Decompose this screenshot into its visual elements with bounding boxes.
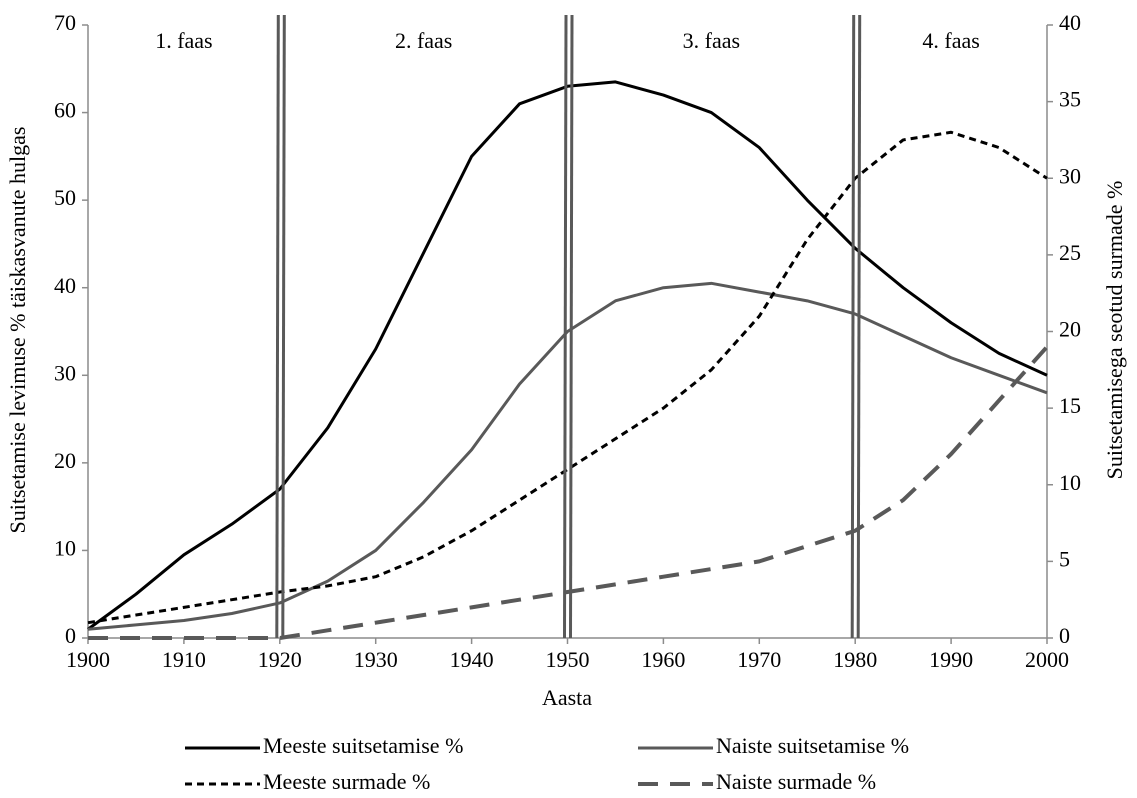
phase-line bbox=[856, 14, 862, 639]
x-tick-label: 1930 bbox=[354, 647, 398, 672]
y2-tick-label: 5 bbox=[1059, 546, 1070, 571]
x-tick-label: 2000 bbox=[1025, 647, 1069, 672]
legend-label: Naiste surmade % bbox=[716, 769, 876, 794]
legend-label: Meeste suitsetamise % bbox=[263, 733, 463, 758]
phase-label: 3. faas bbox=[683, 28, 740, 53]
x-axis-label: Aasta bbox=[542, 685, 592, 710]
y2-tick-label: 20 bbox=[1059, 317, 1081, 342]
y-tick-label: 0 bbox=[65, 623, 76, 648]
y-tick-label: 30 bbox=[54, 360, 76, 385]
phase-label: 4. faas bbox=[922, 28, 979, 53]
y2-tick-label: 0 bbox=[1059, 623, 1070, 648]
y2-tick-label: 15 bbox=[1059, 393, 1081, 418]
y2-tick-label: 35 bbox=[1059, 87, 1081, 112]
phase-label: 2. faas bbox=[395, 28, 452, 53]
series-line bbox=[87, 281, 1048, 631]
y2-tick-label: 10 bbox=[1059, 470, 1081, 495]
y-tick-label: 20 bbox=[54, 448, 76, 473]
series-line bbox=[87, 80, 1048, 631]
x-tick-label: 1980 bbox=[833, 647, 877, 672]
y-tick-label: 60 bbox=[54, 98, 76, 123]
y-tick-label: 10 bbox=[54, 535, 76, 560]
x-tick-label: 1950 bbox=[546, 647, 590, 672]
x-tick-label: 1920 bbox=[258, 647, 302, 672]
legend-label: Meeste surmade % bbox=[263, 769, 430, 794]
phase-line bbox=[569, 14, 574, 639]
y2-tick-label: 40 bbox=[1059, 10, 1081, 35]
phase-label: 1. faas bbox=[155, 28, 212, 53]
y-tick-label: 40 bbox=[54, 273, 76, 298]
x-tick-label: 1940 bbox=[450, 647, 494, 672]
phase-line bbox=[563, 14, 568, 639]
x-tick-label: 1900 bbox=[66, 647, 110, 672]
phase-line bbox=[850, 14, 856, 639]
x-tick-label: 1970 bbox=[737, 647, 781, 672]
legend-label: Naiste suitsetamise % bbox=[716, 733, 909, 758]
y-axis-label: Suitsetamise levimuse % täiskasvanute hu… bbox=[5, 127, 30, 534]
phase-line bbox=[281, 14, 286, 639]
x-tick-label: 1960 bbox=[641, 647, 685, 672]
y2-tick-label: 30 bbox=[1059, 163, 1081, 188]
y2-axis-label: Suitsetamisega seotud surmade % bbox=[1102, 181, 1127, 480]
x-tick-label: 1910 bbox=[162, 647, 206, 672]
series-line bbox=[88, 345, 1049, 640]
y2-tick-label: 25 bbox=[1059, 240, 1081, 265]
series-line bbox=[87, 130, 1048, 625]
phase-line bbox=[275, 14, 280, 639]
x-tick-label: 1990 bbox=[929, 647, 973, 672]
y-tick-label: 50 bbox=[54, 185, 76, 210]
y-tick-label: 70 bbox=[54, 10, 76, 35]
